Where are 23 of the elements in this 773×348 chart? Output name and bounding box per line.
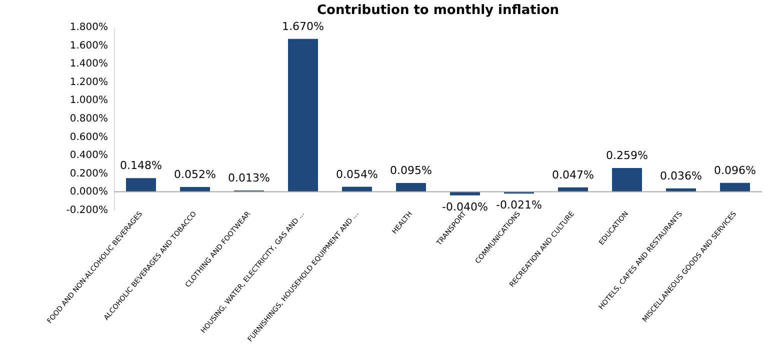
y-tick-label: 0.600% [70,132,108,143]
data-label: 0.036% [660,169,702,182]
data-label: 0.259% [606,149,648,162]
y-tick-label: 1.600% [70,40,108,52]
y-tick-label: 1.200% [70,76,108,88]
data-label: 1.670% [282,20,324,33]
y-tick-label: 1.400% [70,58,108,70]
y-tick-label: 1.800% [70,22,108,33]
data-label: 0.054% [336,168,378,181]
y-tick-label: 0.200% [70,168,108,180]
data-label: 0.095% [390,164,432,178]
data-label: 0.047% [552,168,594,182]
data-label: 0.052% [174,168,216,181]
chart-title: Contribution to monthly inflation [316,2,560,18]
data-label: 0.096% [714,164,756,177]
data-label: -0.021% [496,198,542,212]
y-tick-label: -0.200% [66,205,108,216]
y-tick-label: 0.000% [70,186,108,198]
y-tick-label: 0.400% [70,150,108,162]
data-label: 0.013% [228,172,270,185]
y-tick-label: 1.000% [70,95,108,106]
data-label: 0.148% [120,159,162,172]
y-tick-label: 0.800% [70,114,108,124]
